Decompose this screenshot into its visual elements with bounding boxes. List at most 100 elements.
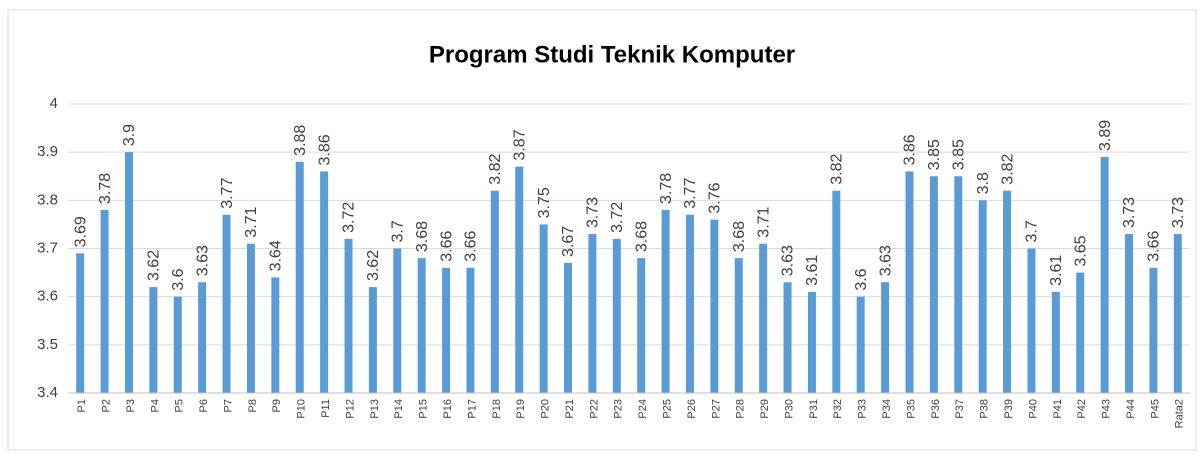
bar bbox=[222, 214, 231, 393]
data-label: 3.78 bbox=[97, 173, 114, 204]
x-tick-label: P35 bbox=[905, 399, 917, 419]
bar bbox=[759, 243, 768, 393]
data-label: 3.67 bbox=[560, 226, 577, 257]
data-label: 3.61 bbox=[1048, 255, 1065, 286]
x-tick-label: P37 bbox=[954, 399, 966, 419]
data-label: 3.71 bbox=[243, 206, 260, 237]
bar bbox=[588, 234, 597, 393]
x-tick-label: P45 bbox=[1149, 399, 1161, 419]
x-tick-label: P18 bbox=[491, 399, 503, 419]
bar bbox=[539, 224, 548, 393]
y-tick-label: 4 bbox=[50, 95, 58, 112]
chart-border bbox=[7, 9, 1197, 451]
data-label: 3.62 bbox=[365, 250, 382, 281]
bar bbox=[320, 171, 329, 393]
data-label: 3.71 bbox=[755, 206, 772, 237]
bar bbox=[905, 171, 914, 393]
data-label: 3.64 bbox=[268, 240, 285, 271]
data-label: 3.75 bbox=[536, 187, 553, 218]
bar bbox=[685, 214, 694, 393]
x-tick-label: P27 bbox=[710, 399, 722, 419]
data-label: 3.73 bbox=[585, 197, 602, 228]
data-label: 3.66 bbox=[1146, 231, 1163, 262]
data-label: 3.62 bbox=[146, 250, 163, 281]
x-tick-label: P21 bbox=[564, 399, 576, 419]
x-tick-label: Rata2 bbox=[1174, 399, 1186, 428]
x-tick-label: P25 bbox=[661, 399, 673, 419]
bar bbox=[978, 200, 987, 393]
x-tick-label: P20 bbox=[540, 399, 552, 419]
data-label: 3.65 bbox=[1072, 235, 1089, 266]
bar bbox=[198, 282, 207, 393]
data-label: 3.73 bbox=[1170, 197, 1187, 228]
bar bbox=[637, 258, 646, 393]
x-tick-label: P4 bbox=[149, 399, 161, 412]
data-label: 3.66 bbox=[438, 231, 455, 262]
data-label: 3.68 bbox=[414, 221, 431, 252]
x-tick-label: P40 bbox=[1027, 399, 1039, 419]
data-label: 3.72 bbox=[609, 202, 626, 233]
x-tick-label: P7 bbox=[222, 399, 234, 412]
bar bbox=[490, 190, 499, 393]
y-tick-label: 3.4 bbox=[37, 384, 58, 401]
data-label: 3.85 bbox=[951, 139, 968, 170]
x-tick-label: P1 bbox=[76, 399, 88, 412]
x-tick-label: P12 bbox=[344, 399, 356, 419]
x-tick-label: P16 bbox=[442, 399, 454, 419]
bar bbox=[1076, 272, 1085, 393]
bar bbox=[1051, 291, 1060, 393]
x-tick-label: P29 bbox=[759, 399, 771, 419]
x-tick-label: P39 bbox=[1003, 399, 1015, 419]
bar bbox=[710, 219, 719, 393]
data-label: 3.66 bbox=[463, 231, 480, 262]
bar bbox=[783, 282, 792, 393]
data-label: 3.88 bbox=[292, 125, 309, 156]
x-tick-label: P26 bbox=[686, 399, 698, 419]
x-tick-label: P38 bbox=[979, 399, 991, 419]
bar bbox=[954, 176, 963, 393]
x-tick-label: P17 bbox=[466, 399, 478, 419]
x-tick-label: P31 bbox=[808, 399, 820, 419]
data-label: 3.61 bbox=[804, 255, 821, 286]
y-tick-label: 3.7 bbox=[37, 239, 58, 256]
bar bbox=[295, 161, 304, 393]
x-tick-label: P23 bbox=[613, 399, 625, 419]
data-label: 3.85 bbox=[926, 139, 943, 170]
x-tick-label: P34 bbox=[881, 399, 893, 419]
chart-title: Program Studi Teknik Komputer bbox=[429, 41, 795, 68]
x-tick-label: P10 bbox=[296, 399, 308, 419]
bar bbox=[807, 291, 816, 393]
x-tick-label: P33 bbox=[857, 399, 869, 419]
data-label: 3.72 bbox=[341, 202, 358, 233]
data-label: 3.82 bbox=[487, 153, 504, 184]
bar bbox=[1125, 234, 1134, 393]
x-tick-label: P15 bbox=[418, 399, 430, 419]
data-label: 3.76 bbox=[707, 182, 724, 213]
bar bbox=[1100, 156, 1109, 393]
data-label: 3.89 bbox=[1097, 120, 1114, 151]
bar bbox=[832, 190, 841, 393]
data-label: 3.77 bbox=[682, 178, 699, 209]
x-tick-label: P41 bbox=[1052, 399, 1064, 419]
data-label: 3.78 bbox=[658, 173, 675, 204]
x-tick-label: P28 bbox=[735, 399, 747, 419]
x-tick-label: P43 bbox=[1101, 399, 1113, 419]
data-label: 3.6 bbox=[170, 268, 187, 290]
bar bbox=[564, 262, 573, 393]
x-tick-label: P11 bbox=[320, 399, 332, 418]
data-label: 3.73 bbox=[1121, 197, 1138, 228]
x-tick-label: P19 bbox=[515, 399, 527, 419]
data-label: 3.63 bbox=[877, 245, 894, 276]
x-tick-label: P36 bbox=[930, 399, 942, 419]
x-tick-label: P2 bbox=[100, 399, 112, 412]
bar bbox=[929, 176, 938, 393]
data-label: 3.87 bbox=[511, 129, 528, 160]
bar bbox=[734, 258, 743, 393]
x-tick-label: P8 bbox=[247, 399, 259, 412]
data-label: 3.69 bbox=[72, 216, 89, 247]
x-tick-label: P32 bbox=[832, 399, 844, 419]
data-label: 3.7 bbox=[1024, 220, 1041, 242]
data-label: 3.8 bbox=[975, 172, 992, 194]
x-tick-label: P22 bbox=[588, 399, 600, 419]
